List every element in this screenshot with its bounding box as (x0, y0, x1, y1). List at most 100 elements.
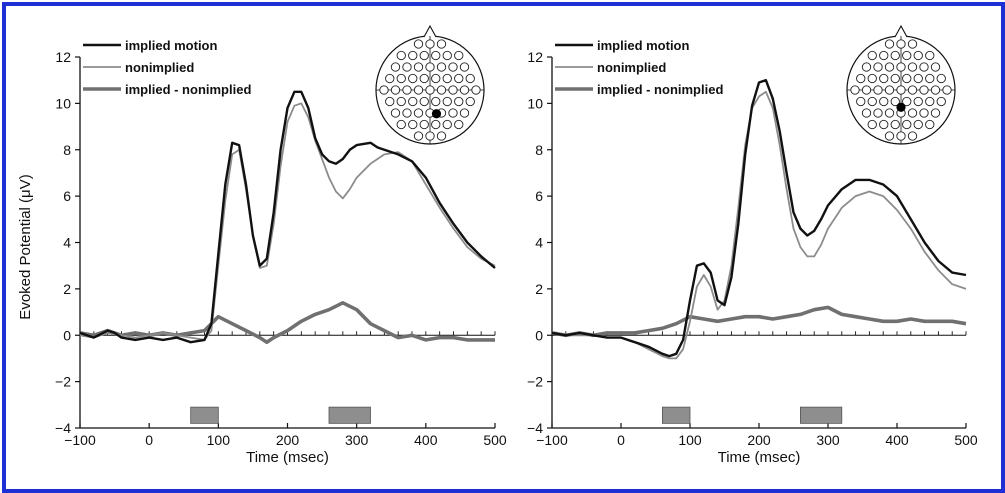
y-tick-label: 12 (55, 49, 71, 65)
electrode-site (419, 96, 429, 107)
electrode-site (436, 85, 447, 95)
electrode-site (896, 39, 906, 49)
electrode-site (454, 119, 464, 130)
electrode-site (902, 96, 912, 107)
x-axis-label: Time (msec) (246, 449, 329, 466)
legend-entry: implied - nonimplied (597, 82, 723, 97)
series-line-1 (79, 102, 496, 341)
electrode-site (442, 119, 452, 130)
x-tick-label: 300 (816, 432, 840, 448)
y-axis-label: Evoked Potential (μV) (17, 174, 34, 319)
head-nose (423, 24, 437, 38)
electrode-site (867, 50, 877, 61)
electrode-site (448, 108, 458, 118)
electrode-site (442, 50, 452, 61)
analysis-window (328, 406, 371, 424)
y-tick-label: −2 (55, 374, 71, 390)
y-tick-label: −2 (527, 374, 543, 390)
electrode-site (379, 85, 389, 95)
x-tick-label: 400 (414, 432, 438, 448)
electrode-site (419, 50, 429, 61)
electrode-site (861, 108, 872, 118)
analysis-window (662, 406, 691, 424)
electrode-site (913, 73, 923, 84)
y-tick-label: 10 (527, 95, 543, 111)
electrode-site (408, 119, 418, 130)
electrode-site (413, 62, 424, 72)
electrode-site (413, 131, 424, 141)
electrode-site (867, 119, 877, 130)
y-tick-label: −4 (527, 420, 543, 436)
electrode-site (431, 119, 441, 130)
electrode-site (408, 50, 418, 61)
electrode-site (861, 62, 872, 72)
electrode-site (930, 62, 941, 72)
electrode-site (930, 85, 941, 95)
electrode-site (454, 73, 464, 84)
electrode-site (913, 50, 923, 61)
electrode-site (907, 85, 918, 95)
electrode-site (907, 108, 918, 118)
x-axis-label: Time (msec) (718, 449, 801, 466)
x-tick-label: 200 (747, 432, 771, 448)
electrode-site (408, 73, 418, 84)
electrode-site (896, 85, 906, 95)
electrode-site (884, 108, 895, 118)
selected-electrode (896, 102, 906, 112)
electrode-site (936, 73, 946, 84)
electrode-site (459, 85, 470, 95)
electrode-site (459, 62, 470, 72)
electrode-site (425, 85, 435, 95)
electrode-site (896, 62, 906, 72)
electrode-site (850, 85, 860, 95)
y-tick-label: 2 (63, 281, 71, 297)
y-tick-label: 8 (535, 142, 543, 158)
electrode-site (856, 96, 866, 107)
x-tick-label: −100 (64, 432, 96, 448)
x-tick-label: 0 (617, 432, 625, 448)
panel-right: −4 −2 0 2 4 6 8 10 12 −100 0 100 200 300 400 500 Time (m… (527, 24, 978, 466)
electrode-site (919, 62, 929, 72)
electrode-site (890, 50, 900, 61)
electrode-site (402, 62, 412, 72)
legend-entry: nonimplied (597, 60, 666, 75)
y-tick-label: 4 (63, 235, 71, 251)
y-tick-label: 0 (535, 327, 543, 343)
x-tick-label: −100 (536, 432, 568, 448)
electrode-site (919, 85, 929, 95)
electrode-site (396, 73, 406, 84)
electrode-site (925, 96, 935, 107)
electrode-site (913, 96, 923, 107)
electrode-site (925, 50, 935, 61)
y-tick-label: 12 (527, 49, 543, 65)
electrode-site (873, 85, 883, 95)
x-tick-label: 300 (345, 432, 369, 448)
electrode-site (413, 85, 424, 95)
panel-left: −4 −2 0 2 4 6 8 10 12 −100 0 100 200 300 400 500 Time (m… (55, 24, 507, 466)
electrode-site (413, 39, 424, 49)
legend-entry: implied motion (597, 38, 690, 53)
electrode-site (873, 62, 883, 72)
electrode-site (879, 73, 889, 84)
x-tick-label: 500 (483, 432, 507, 448)
electrode-site (431, 96, 441, 107)
electrode-site (396, 96, 406, 107)
electrode-site (861, 85, 872, 95)
head-nose (894, 24, 908, 38)
electrode-site (884, 39, 895, 49)
electrode-site (890, 119, 900, 130)
electrode-site (448, 85, 458, 95)
electrode-site (396, 50, 406, 61)
x-tick-label: 0 (145, 432, 153, 448)
electrode-site (902, 119, 912, 130)
series-line-0 (551, 79, 967, 358)
electrode-site (907, 131, 918, 141)
electrode-site (425, 39, 435, 49)
x-tick-label: 100 (678, 432, 702, 448)
y-tick-label: 2 (535, 281, 543, 297)
x-tick-label: 100 (207, 432, 231, 448)
electrode-site (431, 50, 441, 61)
electrode-site (436, 131, 447, 141)
y-tick-label: 8 (63, 142, 71, 158)
